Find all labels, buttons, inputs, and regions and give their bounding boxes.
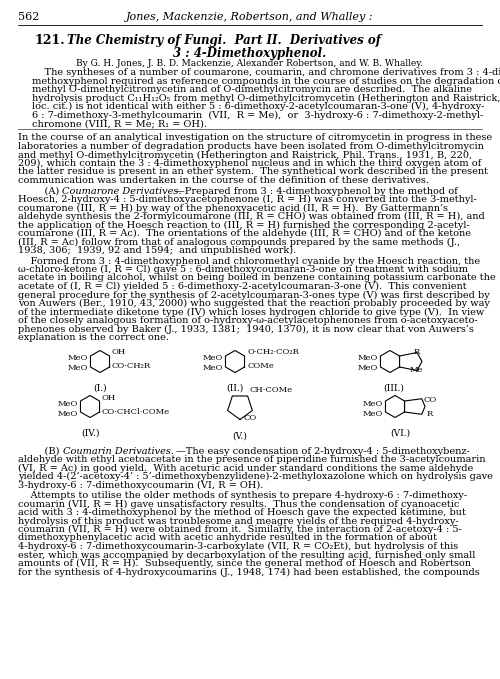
Text: coumarin (VII, R = H) gave unsatisfactory results.  Thus the condensation of cya: coumarin (VII, R = H) gave unsatisfactor… [18, 500, 460, 509]
Text: MeO: MeO [358, 365, 378, 373]
Text: MeO: MeO [363, 409, 384, 418]
Text: acetate in boiling alcohol, whilst on being boiled in benzene containing potassi: acetate in boiling alcohol, whilst on be… [18, 274, 496, 282]
Text: Hoesch, 2-hydroxy-4 : 5-dimethoxyacetophenone (I, R = H) was converted into the : Hoesch, 2-hydroxy-4 : 5-dimethoxyacetoph… [18, 195, 477, 204]
Text: yielded 4-(2’-acetoxy-4’ : 5’-dimethoxybenzylidene)-2-methyloxazolone which on h: yielded 4-(2’-acetoxy-4’ : 5’-dimethoxyb… [18, 472, 493, 481]
Text: MeO: MeO [203, 365, 224, 373]
Text: methyl O-dimethylcitromycetin and of O-dimethylcitromycin are described.  The al: methyl O-dimethylcitromycetin and of O-d… [32, 85, 472, 94]
Text: phenones observed by Baker (J., 1933, 1381;  1940, 1370), it is now clear that v: phenones observed by Baker (J., 1933, 13… [18, 325, 474, 333]
Text: methoxyphenol required as reference compounds in the course of studies on the de: methoxyphenol required as reference comp… [32, 77, 500, 86]
Text: hydrolysis of this product was troublesome and meagre yields of the required 4-h: hydrolysis of this product was troubleso… [18, 517, 458, 526]
Text: MeO: MeO [58, 409, 78, 418]
Text: 4-hydroxy-6 : 7-dimethoxycoumarin-3-carboxylate (VII, R = CO₂Et), but hydrolysis: 4-hydroxy-6 : 7-dimethoxycoumarin-3-carb… [18, 542, 458, 551]
Text: MeO: MeO [68, 365, 88, 373]
Text: MeO: MeO [363, 399, 384, 407]
Text: chromone (VIII, R = Me; R₁ = OH).: chromone (VIII, R = Me; R₁ = OH). [32, 119, 207, 128]
Text: (III.): (III.) [384, 384, 404, 392]
Text: (VI, R = Ac) in good yield.  With aceturic acid under standard conditions the sa: (VI, R = Ac) in good yield. With aceturi… [18, 464, 473, 473]
Text: 1938, 306;  1939, 92 and 1594;  and unpublished work).: 1938, 306; 1939, 92 and 1594; and unpubl… [18, 246, 296, 255]
Text: communication was undertaken in the course of the definition of these derivative: communication was undertaken in the cour… [18, 176, 429, 185]
Text: (B): (B) [32, 447, 62, 456]
Text: Coumarin Derivatives.: Coumarin Derivatives. [63, 447, 174, 456]
Text: COMe: COMe [247, 363, 274, 371]
Text: Jones, Mackenzie, Robertson, and Whalley :: Jones, Mackenzie, Robertson, and Whalley… [126, 12, 374, 22]
Text: acid with 3 : 4-dimethoxyphenol by the method of Hoesch gave the expected ketimi: acid with 3 : 4-dimethoxyphenol by the m… [18, 508, 466, 517]
Text: coumarin (VII, R = H) were obtained from it.  Similarly, the interaction of 2-ac: coumarin (VII, R = H) were obtained from… [18, 525, 462, 534]
Text: explanation is the correct one.: explanation is the correct one. [18, 333, 169, 342]
Text: 6 : 7-dimethoxy-3-methylcoumarin  (VII,  R = Me),  or  3-hydroxy-6 : 7-dimethoxy: 6 : 7-dimethoxy-3-methylcoumarin (VII, R… [32, 111, 483, 120]
Text: MeO: MeO [68, 354, 88, 363]
Text: The Chemistry of Fungi.  Part II.  Derivatives of: The Chemistry of Fungi. Part II. Derivat… [67, 34, 381, 47]
Text: R: R [414, 348, 420, 356]
Text: CO·CHCl·COMe: CO·CHCl·COMe [102, 407, 170, 416]
Text: (III, R = Ac) follow from that of analogous compounds prepared by the same metho: (III, R = Ac) follow from that of analog… [18, 238, 460, 246]
Text: (II.): (II.) [226, 384, 244, 392]
Text: CO·CH₂R: CO·CH₂R [112, 363, 151, 371]
Text: O·CH₂·CO₂R: O·CH₂·CO₂R [247, 348, 299, 356]
Text: —The easy condensation of 2-hydroxy-4 : 5-dimethoxybenz-: —The easy condensation of 2-hydroxy-4 : … [176, 447, 470, 456]
Text: acetate of (I, R = Cl) yielded 5 : 6-dimethoxy-2-acetylcoumaran-3-one (V).  This: acetate of (I, R = Cl) yielded 5 : 6-dim… [18, 282, 466, 291]
Text: general procedure for the synthesis of 2-acetylcoumaran-3-ones type (V) was firs: general procedure for the synthesis of 2… [18, 291, 490, 299]
Text: 121.: 121. [35, 34, 66, 47]
Text: CH·COMe: CH·COMe [250, 386, 293, 394]
Text: amounts of (VII, R = H).  Subsequently, since the general method of Hoesch and R: amounts of (VII, R = H). Subsequently, s… [18, 559, 471, 568]
Text: In the course of an analytical investigation on the structure of citromycetin in: In the course of an analytical investiga… [18, 134, 492, 143]
Text: the application of the Hoesch reaction to (III, R = H) furnished the correspondi: the application of the Hoesch reaction t… [18, 221, 470, 230]
Text: 3-hydroxy-6 : 7-dimethoxycoumarin (VI, R = OH).: 3-hydroxy-6 : 7-dimethoxycoumarin (VI, R… [18, 481, 264, 490]
Text: CO: CO [423, 395, 436, 403]
Text: MeO: MeO [203, 354, 224, 363]
Text: 209), which contain the 3 : 4-dimethoxyphenol nucleus and in which the third oxy: 209), which contain the 3 : 4-dimethoxyp… [18, 159, 481, 168]
Text: aldehyde with ethyl acetoacetate in the presence of piperidine furnished the 3-a: aldehyde with ethyl acetoacetate in the … [18, 455, 485, 464]
Text: (IV.): (IV.) [81, 428, 99, 437]
Text: ester, which was accompanied by decarboxylation of the resulting acid, furnished: ester, which was accompanied by decarbox… [18, 551, 475, 559]
Text: Me: Me [410, 365, 424, 373]
Text: ω-chloro-ketone (I, R = Cl) gave 5 : 6-dimethoxycoumaran-3-one on treatment with: ω-chloro-ketone (I, R = Cl) gave 5 : 6-d… [18, 265, 468, 274]
Text: laboratories a number of degradation products have been isolated from O-dimethyl: laboratories a number of degradation pro… [18, 142, 484, 151]
Text: (V.): (V.) [232, 431, 248, 441]
Text: (A): (A) [32, 187, 62, 196]
Text: dimethoxyphenylacetic acid with acetic anhydride resulted in the formation of ab: dimethoxyphenylacetic acid with acetic a… [18, 534, 437, 543]
Text: MeO: MeO [58, 399, 78, 407]
Text: MeO: MeO [358, 354, 378, 363]
Text: CO: CO [243, 414, 256, 422]
Text: hydrolysis product C₁₁H₁₂O₅ from methyl O-dimethylcitromycetin (Hetherington and: hydrolysis product C₁₁H₁₂O₅ from methyl … [32, 94, 500, 103]
Text: By G. H. Jones, J. B. D. Mackenzie, Alexander Robertson, and W. B. Whalley.: By G. H. Jones, J. B. D. Mackenzie, Alex… [76, 59, 424, 68]
Text: Formed from 3 : 4-dimethoxyphenol and chloromethyl cyanide by the Hoesch reactio: Formed from 3 : 4-dimethoxyphenol and ch… [18, 257, 480, 265]
Text: —Prepared from 3 : 4-dimethoxyphenol by the method of: —Prepared from 3 : 4-dimethoxyphenol by … [175, 187, 458, 196]
Text: The syntheses of a number of coumarone, coumarin, and chromone derivatives from : The syntheses of a number of coumarone, … [32, 68, 500, 77]
Text: loc. cit.) is not identical with either 5 : 6-dimethoxy-2-acetylcoumaran-3-one (: loc. cit.) is not identical with either … [32, 102, 484, 111]
Text: for the synthesis of 4-hydroxycoumarins (J., 1948, 174) had been established, th: for the synthesis of 4-hydroxycoumarins … [18, 568, 480, 576]
Text: von Auwers (Ber., 1910, 43, 2000) who suggested that the reaction probably proce: von Auwers (Ber., 1910, 43, 2000) who su… [18, 299, 490, 308]
Text: coumarone (III, R = Ac).  The orientations of the aldehyde (III, R = CHO) and of: coumarone (III, R = Ac). The orientation… [18, 229, 471, 238]
Text: and methyl O-dimethylcitromycetin (Hetherington and Raistrick, Phil. Trans., 193: and methyl O-dimethylcitromycetin (Hethe… [18, 151, 472, 160]
Text: aldehyde synthesis the 2-formylcoumarone (III, R = CHO) was obtained from (III, : aldehyde synthesis the 2-formylcoumarone… [18, 212, 485, 221]
Text: (I.): (I.) [93, 384, 107, 392]
Text: OH: OH [102, 394, 116, 401]
Text: the latter residue is present in an ether system.  The synthetical work describe: the latter residue is present in an ethe… [18, 168, 488, 177]
Text: R: R [427, 409, 433, 418]
Text: Attempts to utilise the older methods of synthesis to prepare 4-hydroxy-6 : 7-di: Attempts to utilise the older methods of… [18, 491, 467, 500]
Text: coumarone (III, R = H) by way of the phenoxyacetic acid (II, R = H).  By Gatterm: coumarone (III, R = H) by way of the phe… [18, 204, 448, 213]
Text: (VI.): (VI.) [390, 428, 410, 437]
Text: OH: OH [112, 348, 126, 356]
Text: Coumarone Derivatives.: Coumarone Derivatives. [62, 187, 182, 196]
Text: 562: 562 [18, 12, 40, 22]
Text: 3 : 4-Dimethoxyphenol.: 3 : 4-Dimethoxyphenol. [174, 47, 326, 60]
Text: of the intermediate diketone type (IV) which loses hydrogen chloride to give typ: of the intermediate diketone type (IV) w… [18, 308, 484, 316]
Text: of the closely analogous formation of o-hydroxy-ω-acetylacetophenones from o-ace: of the closely analogous formation of o-… [18, 316, 477, 325]
